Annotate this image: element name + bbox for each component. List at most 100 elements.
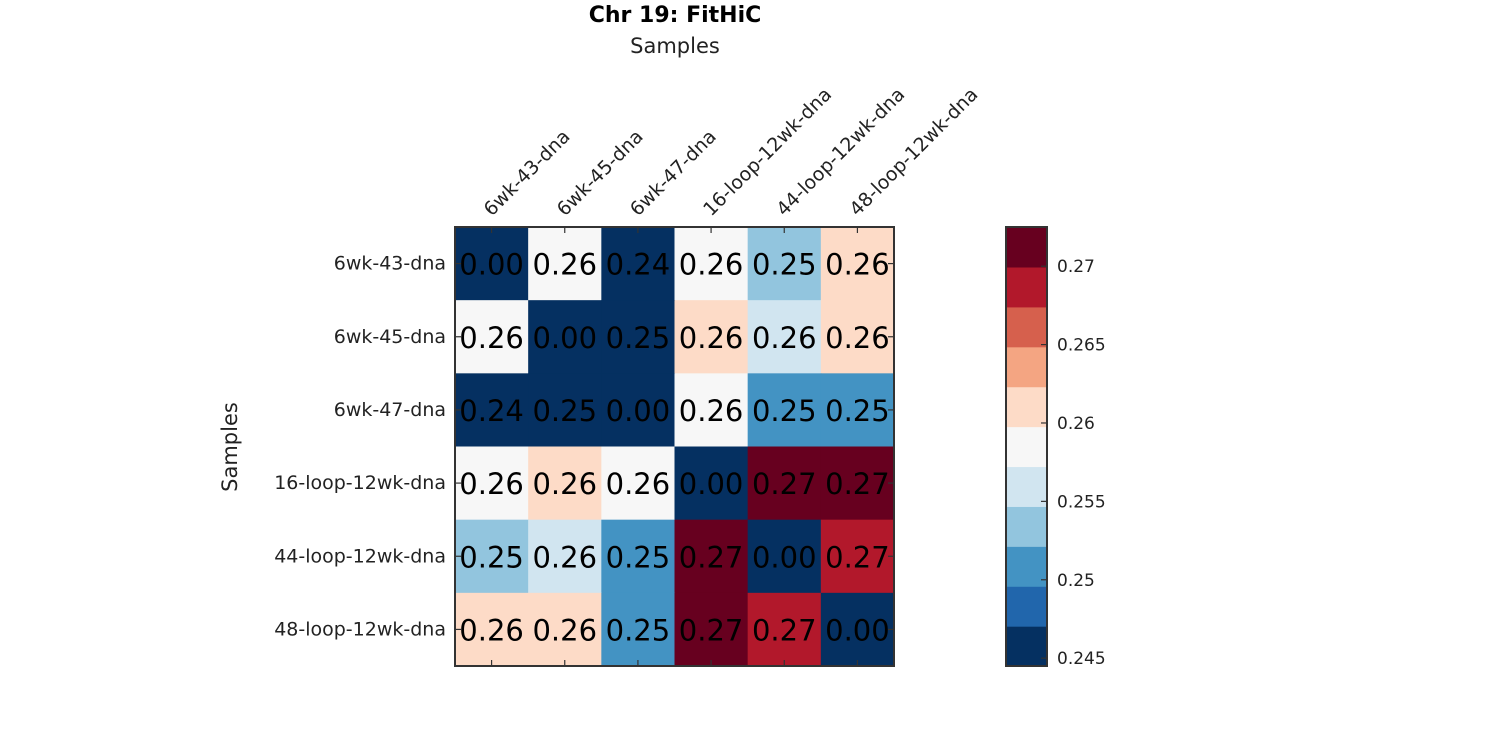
row-labels: 6wk-43-dna 6wk-45-dna 6wk-47-dna 16-loop-12… [274, 253, 446, 641]
cell-value-label: 0.26 [532, 540, 597, 574]
heatmap-cell [674, 227, 749, 301]
heatmap-cell [820, 373, 895, 448]
cell-value-label: 0.27 [752, 467, 817, 501]
cell-value-label: 0.24 [606, 248, 671, 282]
row-label: 44-loop-12wk-dna [274, 545, 446, 567]
colorbar-segment [1006, 306, 1047, 348]
heatmap-cell [820, 300, 895, 374]
heatmap-cell [528, 227, 602, 301]
heatmap-cell [601, 373, 676, 448]
row-label: 16-loop-12wk-dna [274, 472, 446, 494]
cell-value-label: 0.00 [752, 540, 817, 574]
cell-value-label: 0.26 [825, 248, 890, 282]
heatmap-cell [528, 592, 602, 667]
heatmap-cell-labels: 0.00 0.26 0.24 0.26 0.25 0.260.26 0.00 0.25 0.26… [459, 248, 889, 648]
colorbar: 0.245 0.25 0.255 0.26 0.265 0.27 [1005, 226, 1106, 669]
heatmap-cell [820, 519, 895, 594]
colorbar-segment [1006, 626, 1047, 667]
column-label: 16-loop-12wk-dna [699, 83, 836, 220]
heatmap-cell [820, 446, 895, 521]
cell-value-label: 0.26 [459, 613, 524, 647]
cell-value-label: 0.00 [679, 467, 744, 501]
cell-value-label: 0.27 [825, 540, 890, 574]
cell-value-label: 0.25 [606, 540, 671, 574]
colorbar-tick-label: 0.245 [1057, 649, 1106, 669]
y-axis-label: Samples [218, 402, 242, 492]
heatmap-cell [455, 300, 529, 374]
colorbar-tick-label: 0.265 [1057, 336, 1106, 356]
row-label: 6wk-45-dna [334, 326, 446, 348]
cell-value-label: 0.26 [679, 248, 744, 282]
row-label: 48-loop-12wk-dna [274, 618, 446, 640]
colorbar-segment [1006, 227, 1047, 268]
cell-value-label: 0.26 [752, 321, 817, 355]
heatmap-cell [747, 519, 822, 594]
heatmap-cell [601, 592, 676, 667]
heatmap-cell [601, 300, 676, 374]
cell-value-label: 0.25 [752, 394, 817, 428]
colorbar-segment [1006, 506, 1047, 547]
cell-value-label: 0.27 [679, 613, 744, 647]
heatmap-cell [528, 373, 602, 448]
heatmap-frame [454, 226, 895, 667]
heatmap-cell [528, 519, 602, 594]
column-label: 44-loop-12wk-dna [772, 83, 909, 220]
heatmap-cell [674, 373, 749, 448]
row-label: 6wk-47-dna [334, 399, 446, 421]
cell-value-label: 0.25 [606, 321, 671, 355]
cell-value-label: 0.25 [459, 540, 524, 574]
heatmap-cell [747, 446, 822, 521]
cell-value-label: 0.25 [532, 394, 597, 428]
colorbar-segment [1006, 466, 1047, 507]
cell-value-label: 0.24 [459, 394, 524, 428]
cell-value-label: 0.25 [752, 248, 817, 282]
cell-value-label: 0.26 [459, 467, 524, 501]
heatmap-cell [747, 592, 822, 667]
cell-value-label: 0.26 [679, 394, 744, 428]
cell-value-label: 0.25 [825, 394, 890, 428]
cell-value-label: 0.00 [532, 321, 597, 355]
colorbar-tick-label: 0.25 [1057, 571, 1095, 591]
cell-value-label: 0.26 [459, 321, 524, 355]
row-label: 6wk-43-dna [334, 253, 446, 275]
cell-value-label: 0.00 [825, 613, 890, 647]
heatmap-cell [455, 446, 529, 521]
cell-value-label: 0.26 [679, 321, 744, 355]
heatmap-cell [747, 227, 822, 301]
heatmap-cell [528, 446, 602, 521]
heatmap-cell [747, 300, 822, 374]
heatmap-cell [674, 592, 749, 667]
colorbar-tick-label: 0.255 [1057, 492, 1106, 512]
heatmap-cell [674, 446, 749, 521]
heatmap-cell [747, 373, 822, 448]
heatmap-cell [601, 446, 676, 521]
colorbar-segment [1006, 346, 1047, 388]
colorbar-segment [1006, 426, 1047, 468]
cell-value-label: 0.00 [606, 394, 671, 428]
colorbar-tick-label: 0.26 [1057, 414, 1095, 434]
heatmap-cell [455, 519, 529, 594]
heatmap-cells [455, 227, 895, 667]
x-axis-label: Samples [630, 34, 720, 58]
heatmap-cell [674, 300, 749, 374]
heatmap-cell [601, 227, 676, 301]
heatmap-cell [455, 373, 529, 448]
colorbar-tick-label: 0.27 [1057, 257, 1095, 277]
cell-value-label: 0.27 [752, 613, 817, 647]
colorbar-segment [1006, 546, 1047, 587]
colorbar-segment [1006, 586, 1047, 627]
heatmap-cell [601, 519, 676, 594]
heatmap-cell [528, 300, 602, 374]
cell-value-label: 0.26 [532, 467, 597, 501]
heatmap-cell [455, 592, 529, 667]
colorbar-segment [1006, 266, 1047, 308]
heatmap-cell [820, 227, 895, 301]
heatmap-cell [455, 227, 529, 301]
cell-value-label: 0.27 [679, 540, 744, 574]
cell-value-label: 0.26 [606, 467, 671, 501]
column-label: 48-loop-12wk-dna [845, 83, 982, 220]
heatmap-cell [674, 519, 749, 594]
colorbar-segment [1006, 386, 1047, 428]
heatmap-cell [820, 592, 895, 667]
